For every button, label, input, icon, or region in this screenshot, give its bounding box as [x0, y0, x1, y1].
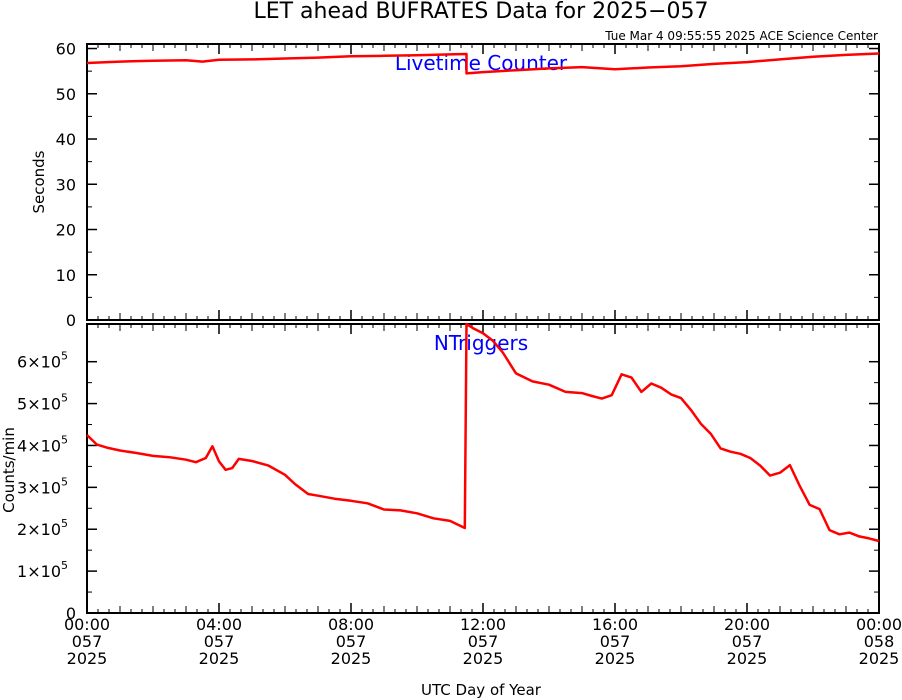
- livetime-plot-frame: [86, 43, 880, 321]
- x-tick-label-time: 00:00: [856, 615, 902, 634]
- ntriggers-y-tick-exponent: 5: [61, 517, 68, 530]
- ntriggers-y-tick-label: 6×105: [17, 350, 68, 372]
- x-tick-label-time: 20:00: [724, 615, 770, 634]
- ntriggers-y-tick-exponent: 5: [61, 350, 68, 363]
- x-tick-label-year: 2025: [199, 649, 240, 668]
- x-tick-label-year: 2025: [595, 649, 636, 668]
- ntriggers-y-tick-label: 4×105: [17, 433, 68, 455]
- livetime-y-tick-label: 50: [56, 85, 76, 104]
- livetime-y-axis-label: Seconds: [30, 150, 48, 213]
- x-tick-label-year: 2025: [331, 649, 372, 668]
- livetime-y-tick-label: 60: [56, 40, 76, 59]
- livetime-y-tick-label: 30: [56, 175, 76, 194]
- x-tick-label-year: 2025: [463, 649, 504, 668]
- x-tick-label-doy: 057: [600, 632, 631, 651]
- x-tick-label-doy: 057: [204, 632, 235, 651]
- chart-title: LET ahead BUFRATES Data for 2025−057: [253, 0, 708, 24]
- ntriggers-panel-label: NTriggers: [434, 331, 528, 355]
- livetime-y-tick-label: 10: [56, 266, 76, 285]
- x-tick-label-doy: 058: [864, 632, 895, 651]
- x-tick-label-time: 00:00: [64, 615, 110, 634]
- livetime-series-line: [86, 52, 880, 75]
- x-tick-label-time: 04:00: [196, 615, 242, 634]
- x-tick-label-time: 16:00: [592, 615, 638, 634]
- ntriggers-y-tick-label: 3×105: [17, 475, 68, 497]
- x-axis-label: UTC Day of Year: [421, 681, 542, 699]
- x-tick-label-time: 12:00: [460, 615, 506, 634]
- ntriggers-y-tick-label: 0: [66, 604, 76, 623]
- x-tick-label-doy: 057: [336, 632, 367, 651]
- chart-marks: 0 10 20 30 40 50 60 0 1×105 2×105 3×105 4×105 5×105 6…: [17, 40, 902, 668]
- ntriggers-y-tick-label: 5×105: [17, 392, 68, 414]
- x-tick-label-doy: 057: [468, 632, 499, 651]
- ntriggers-series-line: [86, 322, 880, 543]
- x-tick-label-year: 2025: [859, 649, 900, 668]
- chart-timestamp: Tue Mar 4 09:55:55 2025 ACE Science Cent…: [604, 29, 878, 43]
- livetime-y-tick-label: 0: [66, 311, 76, 330]
- ntriggers-y-tick-exponent: 5: [61, 392, 68, 405]
- livetime-y-tick-label: 20: [56, 221, 76, 240]
- x-tick-label-year: 2025: [67, 649, 108, 668]
- x-tick-label-doy: 057: [732, 632, 763, 651]
- ntriggers-y-tick-exponent: 5: [61, 433, 68, 446]
- ntriggers-y-axis-label: Counts/min: [0, 427, 18, 513]
- x-tick-label-year: 2025: [727, 649, 768, 668]
- ntriggers-y-tick-exponent: 5: [61, 559, 68, 572]
- x-tick-label-time: 08:00: [328, 615, 374, 634]
- ntriggers-y-tick-exponent: 5: [61, 475, 68, 488]
- ntriggers-y-tick-label: 2×105: [17, 517, 68, 539]
- ntriggers-y-tick-label: 1×105: [17, 559, 68, 581]
- livetime-y-tick-label: 40: [56, 130, 76, 149]
- x-tick-label-doy: 057: [72, 632, 103, 651]
- ntriggers-plot-frame: [86, 323, 880, 614]
